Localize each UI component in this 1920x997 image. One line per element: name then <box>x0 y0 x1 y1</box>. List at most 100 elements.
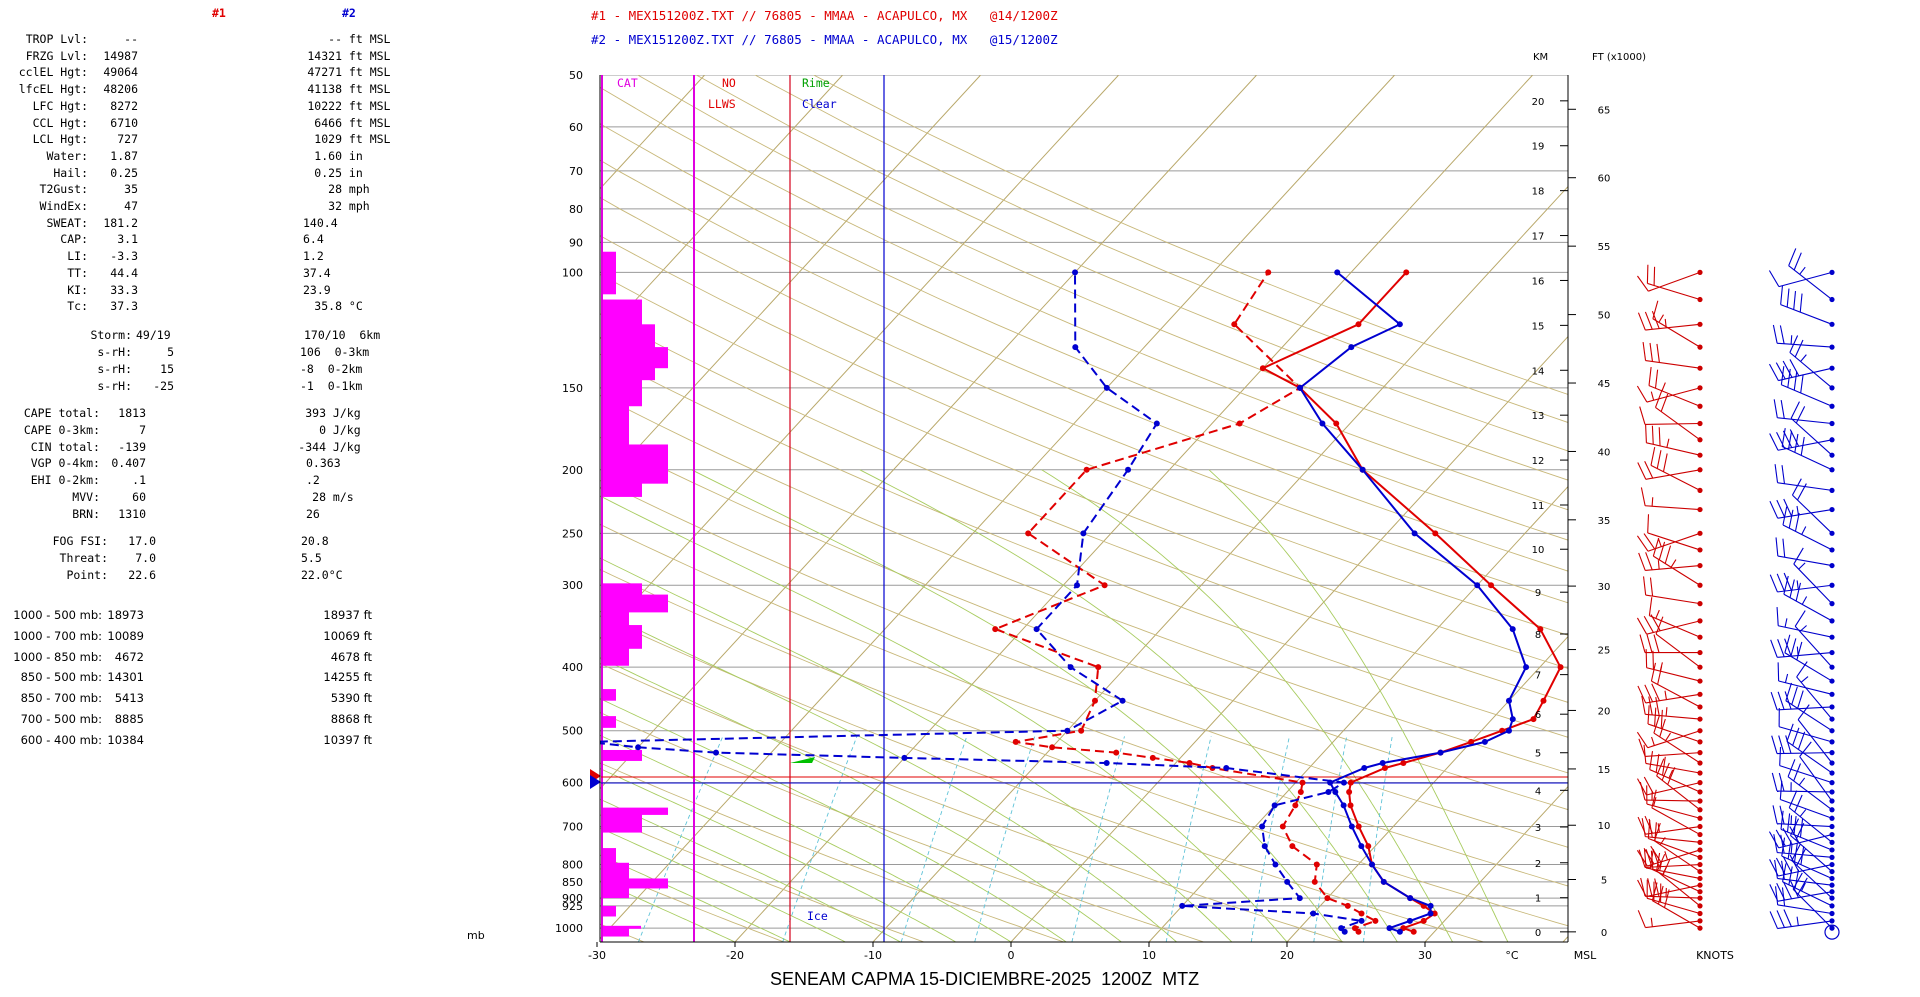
wind-barb-1 <box>1640 877 1703 901</box>
barb-dot <box>1829 895 1835 901</box>
barb-staff <box>1777 417 1833 425</box>
barb-flag <box>1651 789 1657 809</box>
wind-barb-2 <box>1786 723 1835 776</box>
wind-barb-2 <box>1779 746 1835 786</box>
wind-barb-2 <box>1780 285 1835 327</box>
pressure-tick-label: 850 <box>562 876 583 889</box>
barb-dot <box>1697 467 1703 473</box>
wind-barb-1 <box>1637 683 1703 704</box>
barb-dot <box>1697 895 1703 901</box>
barb-half <box>1665 732 1671 741</box>
barb-staff <box>1776 790 1833 793</box>
barb-dot <box>1829 789 1835 795</box>
wind-barb-1 <box>1638 552 1703 571</box>
index-value-1: 14987 <box>103 48 138 63</box>
cat-bar <box>603 807 668 815</box>
dewpoint-line-1-point <box>1186 759 1193 766</box>
barb-dot <box>1829 321 1835 327</box>
cape-label: VGP 0-4km: <box>30 456 100 471</box>
fog-label: Point: <box>66 568 108 582</box>
barb-flag <box>1646 634 1653 653</box>
barb-flag <box>1649 849 1654 869</box>
moist-adiabat <box>1041 469 1453 942</box>
barb-dot <box>1697 691 1703 697</box>
temperature-line-1-point <box>1400 759 1407 766</box>
barb-flag <box>1787 840 1792 860</box>
barb-half <box>1658 314 1664 323</box>
index-value-1: 48206 <box>103 82 138 97</box>
cape-value-1: 1813 <box>118 406 146 420</box>
km-tick-label: 20 <box>1532 97 1545 108</box>
wind-barb-1 <box>1637 910 1703 929</box>
diagram-footer: SENEAM CAPMA 15-DICIEMBRE-2025 1200Z MTZ <box>770 969 1199 989</box>
barb-dot <box>1697 664 1703 670</box>
index-label: TROP Lvl: <box>25 32 88 46</box>
barb-flag <box>1643 615 1654 633</box>
temp-tick-label: 20 <box>1280 949 1294 962</box>
barb-dot <box>1697 601 1703 607</box>
index-value-2: 41138 ft MSL <box>307 82 391 97</box>
cape-label: EHI 0-2km: <box>30 473 100 488</box>
km-tick-label: 11 <box>1532 501 1545 512</box>
temp-tick-label: 0 <box>1008 949 1015 962</box>
barb-flag <box>1784 638 1792 657</box>
barb-flag <box>1648 367 1652 386</box>
barb-half <box>1800 882 1806 892</box>
barb-dot <box>1829 889 1835 895</box>
barb-staff <box>1779 765 1833 784</box>
barb-dot <box>1697 875 1703 882</box>
moist-adiabat <box>1208 469 1509 942</box>
storm-value-2: 170/10 6km <box>304 328 381 342</box>
barb-half <box>1650 917 1653 927</box>
storm-value-2: -1 0-1km <box>300 379 363 393</box>
barb-staff <box>1781 855 1833 879</box>
barb-flag <box>1654 878 1660 897</box>
barb-staff <box>1654 840 1701 873</box>
storm-value-1: -25 <box>153 379 174 393</box>
wind-barb-1 <box>1636 845 1703 867</box>
dewpoint-line-2-point <box>901 754 908 761</box>
km-tick-label: 3 <box>1535 823 1541 834</box>
barb-flag <box>1785 682 1793 701</box>
barb-flag <box>1659 718 1666 738</box>
dewpoint-line-1-point <box>1299 779 1306 786</box>
wind-barb-2 <box>1787 759 1835 813</box>
barb-dot <box>1697 634 1703 640</box>
barb-staff <box>1652 318 1701 348</box>
temperature-line-1-point <box>1530 716 1537 723</box>
barb-flag <box>1794 794 1803 813</box>
index-label: lfcEL Hgt: <box>18 82 88 97</box>
barb-flag <box>1774 859 1778 879</box>
barb-flag <box>1772 324 1778 344</box>
barb-flag <box>1793 763 1802 782</box>
barb-dot <box>1829 649 1835 656</box>
pressure-tick-label: 200 <box>562 464 583 477</box>
barb-flag <box>1800 436 1805 456</box>
barb-flag <box>1647 819 1651 839</box>
cape-value-1: 1310 <box>118 506 146 521</box>
temperature-line-2-point <box>1406 917 1413 924</box>
barb-dot <box>1829 739 1835 745</box>
barb-flag <box>1643 744 1647 764</box>
turbulence-icing-strip: CAT NO LLWS Rime Clear Ice <box>590 75 1568 942</box>
wind-barb-2 <box>1784 634 1835 684</box>
barb-staff <box>1645 867 1701 879</box>
wind-barb-2 <box>1790 401 1835 458</box>
wind-barb-2 <box>1769 359 1835 382</box>
dry-adiabat <box>600 235 1568 636</box>
barb-flag <box>1655 697 1660 716</box>
thickness-value-1: 10089 <box>107 628 144 643</box>
barb-staff <box>1788 265 1833 300</box>
temperature-line-2-point <box>1437 749 1444 756</box>
barb-dot <box>1829 910 1835 917</box>
dewpoint-line-1-point <box>1095 664 1102 671</box>
cape-value-1: -139 <box>118 439 146 454</box>
pressure-tick-label: 900 <box>562 892 583 905</box>
barb-flag <box>1639 781 1646 801</box>
clear-label: Clear <box>802 97 837 111</box>
barb-staff <box>1785 700 1833 732</box>
storm-label: s-rH: <box>97 345 132 359</box>
dewpoint-line-2-point <box>1272 861 1279 868</box>
barb-staff <box>1778 271 1833 288</box>
ft-tick-label: 30 <box>1598 582 1611 593</box>
